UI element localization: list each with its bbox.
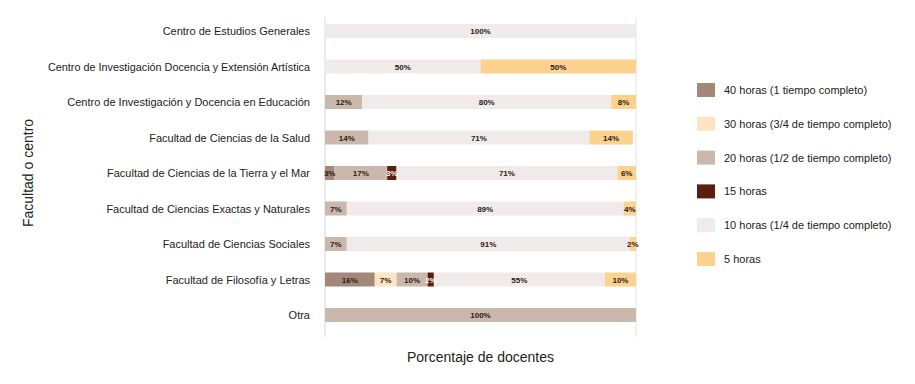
- data-label: 2%: [425, 276, 437, 285]
- legend-label: 15 horas: [724, 185, 767, 197]
- data-label: 14%: [603, 134, 619, 143]
- data-label: 7%: [380, 276, 392, 285]
- category-label: Otra: [289, 309, 311, 321]
- category-label: Facultad de Ciencias Exactas y Naturales: [106, 203, 310, 215]
- data-label: 50%: [550, 63, 566, 72]
- bar-segment: [369, 131, 590, 145]
- bar-segment: [325, 95, 362, 109]
- data-labels: 100% 50% 50% 12% 80% 8% 14% 71% 14% 3% 17% 3% 71% 6% 7…: [324, 27, 639, 320]
- data-label: 2%: [627, 240, 639, 249]
- data-label: 100%: [470, 27, 490, 36]
- bar-segment: [325, 60, 481, 74]
- legend-swatch: [697, 117, 715, 131]
- data-label: 7%: [330, 240, 342, 249]
- data-label: 71%: [499, 169, 515, 178]
- y-axis-title: Facultad o centro: [20, 119, 36, 227]
- category-label: Centro de Estudios Generales: [163, 25, 311, 37]
- bar-segment: [325, 202, 347, 216]
- data-label: 100%: [470, 311, 490, 320]
- data-label: 16%: [342, 276, 358, 285]
- legend-label: 20 horas (1/2 de tiempo completo): [724, 152, 892, 164]
- bar-segment: [325, 273, 375, 287]
- data-label: 12%: [336, 98, 352, 107]
- data-label: 71%: [471, 134, 487, 143]
- data-label: 17%: [353, 169, 369, 178]
- category-label: Facultad de Ciencias Sociales: [163, 238, 311, 250]
- data-label: 6%: [621, 169, 633, 178]
- category-label: Centro de Investigación Docencia y Exten…: [48, 61, 311, 73]
- data-label: 10%: [612, 276, 628, 285]
- legend-label: 5 horas: [724, 253, 761, 265]
- bar-segment: [375, 273, 397, 287]
- bar-segment: [434, 273, 605, 287]
- data-label: 3%: [386, 169, 398, 178]
- x-axis-title: Porcentaje de docentes: [407, 349, 554, 365]
- data-label: 50%: [395, 63, 411, 72]
- data-label: 55%: [511, 276, 527, 285]
- category-label: Centro de Investigación y Docencia en Ed…: [67, 96, 310, 108]
- bar-segment: [347, 237, 630, 251]
- bar-segment: [325, 131, 369, 145]
- category-label: Facultad de Filosofía y Letras: [166, 274, 311, 286]
- bar-segment: [397, 166, 618, 180]
- bar-segment: [347, 202, 624, 216]
- y-tick-labels: Centro de Estudios Generales Centro de In…: [48, 25, 311, 321]
- legend-label: 10 horas (1/4 de tiempo completo): [724, 219, 892, 231]
- bar-segment: [481, 60, 637, 74]
- bar-segment: [325, 24, 636, 38]
- legend-swatch: [697, 252, 715, 266]
- data-label: 3%: [324, 169, 336, 178]
- bar-segment: [589, 131, 633, 145]
- bar-segment: [617, 166, 636, 180]
- bar-segment: [325, 237, 347, 251]
- bar-segment: [334, 166, 387, 180]
- bar-segment: [362, 95, 611, 109]
- legend-label: 40 horas (1 tiempo completo): [724, 84, 867, 96]
- data-label: 80%: [479, 98, 495, 107]
- data-label: 7%: [330, 205, 342, 214]
- legend-swatch: [697, 184, 715, 198]
- bars: [325, 24, 636, 322]
- data-label: 91%: [480, 240, 496, 249]
- legend: 40 horas (1 tiempo completo) 30 horas (3/…: [697, 83, 892, 266]
- legend-swatch: [697, 151, 715, 165]
- category-label: Facultad de Ciencias de la Tierra y el M…: [107, 167, 310, 179]
- category-label: Facultad de Ciencias de la Salud: [149, 132, 310, 144]
- data-label: 89%: [477, 205, 493, 214]
- legend-swatch: [697, 83, 715, 97]
- data-label: 4%: [624, 205, 636, 214]
- data-label: 8%: [618, 98, 630, 107]
- legend-swatch: [697, 218, 715, 232]
- data-label: 10%: [404, 276, 420, 285]
- bar-segment: [397, 273, 428, 287]
- bar-segment: [624, 202, 636, 216]
- chart: 100% 50% 50% 12% 80% 8% 14% 71% 14% 3% 17% 3% 71% 6% 7…: [0, 0, 915, 384]
- bar-segment: [605, 273, 636, 287]
- bar-segment: [325, 308, 636, 322]
- data-label: 14%: [339, 134, 355, 143]
- legend-label: 30 horas (3/4 de tiempo completo): [724, 118, 892, 130]
- bar-segment: [611, 95, 636, 109]
